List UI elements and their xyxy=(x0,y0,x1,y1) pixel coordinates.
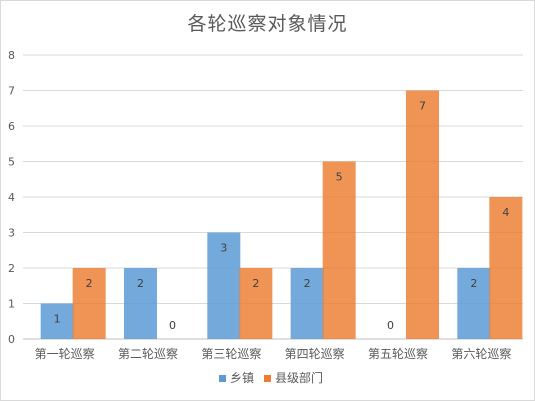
data-label: 0 xyxy=(387,319,394,332)
data-label: 7 xyxy=(419,100,426,113)
y-tick-label: 0 xyxy=(8,333,15,346)
data-label: 2 xyxy=(304,277,311,290)
data-label: 0 xyxy=(169,319,176,332)
bar-county-dept xyxy=(322,161,356,339)
legend-label: 县级部门 xyxy=(275,370,323,385)
x-tick-label: 第五轮巡察 xyxy=(368,347,428,361)
bar-county-dept xyxy=(72,268,106,339)
data-label: 1 xyxy=(54,313,61,326)
bar-township xyxy=(40,303,74,339)
y-tick-label: 8 xyxy=(8,49,15,62)
x-tick-label: 第三轮巡察 xyxy=(201,347,261,361)
data-label: 4 xyxy=(502,206,509,219)
data-label: 2 xyxy=(252,277,259,290)
x-tick-label: 第六轮巡察 xyxy=(451,347,511,361)
y-tick-label: 1 xyxy=(8,298,15,311)
y-tick-label: 6 xyxy=(8,120,15,133)
bar-township xyxy=(207,232,241,339)
bar-county-dept xyxy=(239,268,273,339)
bar-township xyxy=(457,268,491,339)
bar-township xyxy=(124,268,157,339)
bar-county-dept xyxy=(406,90,439,339)
data-label: 2 xyxy=(86,277,93,290)
data-label: 5 xyxy=(336,171,343,184)
bar-township xyxy=(290,268,324,339)
legend-label: 乡镇 xyxy=(230,371,254,385)
x-tick-label: 第一轮巡察 xyxy=(35,347,95,361)
x-tick-label: 第四轮巡察 xyxy=(285,347,345,361)
y-tick-label: 4 xyxy=(8,191,15,204)
data-label: 3 xyxy=(220,242,227,255)
x-tick-label: 第二轮巡察 xyxy=(118,347,178,361)
legend-swatch xyxy=(264,375,271,382)
y-tick-label: 3 xyxy=(8,227,15,240)
data-label: 2 xyxy=(470,277,477,290)
bar-county-dept xyxy=(489,197,523,339)
y-tick-label: 7 xyxy=(8,85,15,98)
y-tick-label: 5 xyxy=(8,156,15,169)
y-tick-label: 2 xyxy=(8,262,15,275)
legend-swatch xyxy=(219,375,226,382)
chart-title: 各轮巡察对象情况 xyxy=(187,13,348,35)
data-label: 2 xyxy=(137,277,144,290)
